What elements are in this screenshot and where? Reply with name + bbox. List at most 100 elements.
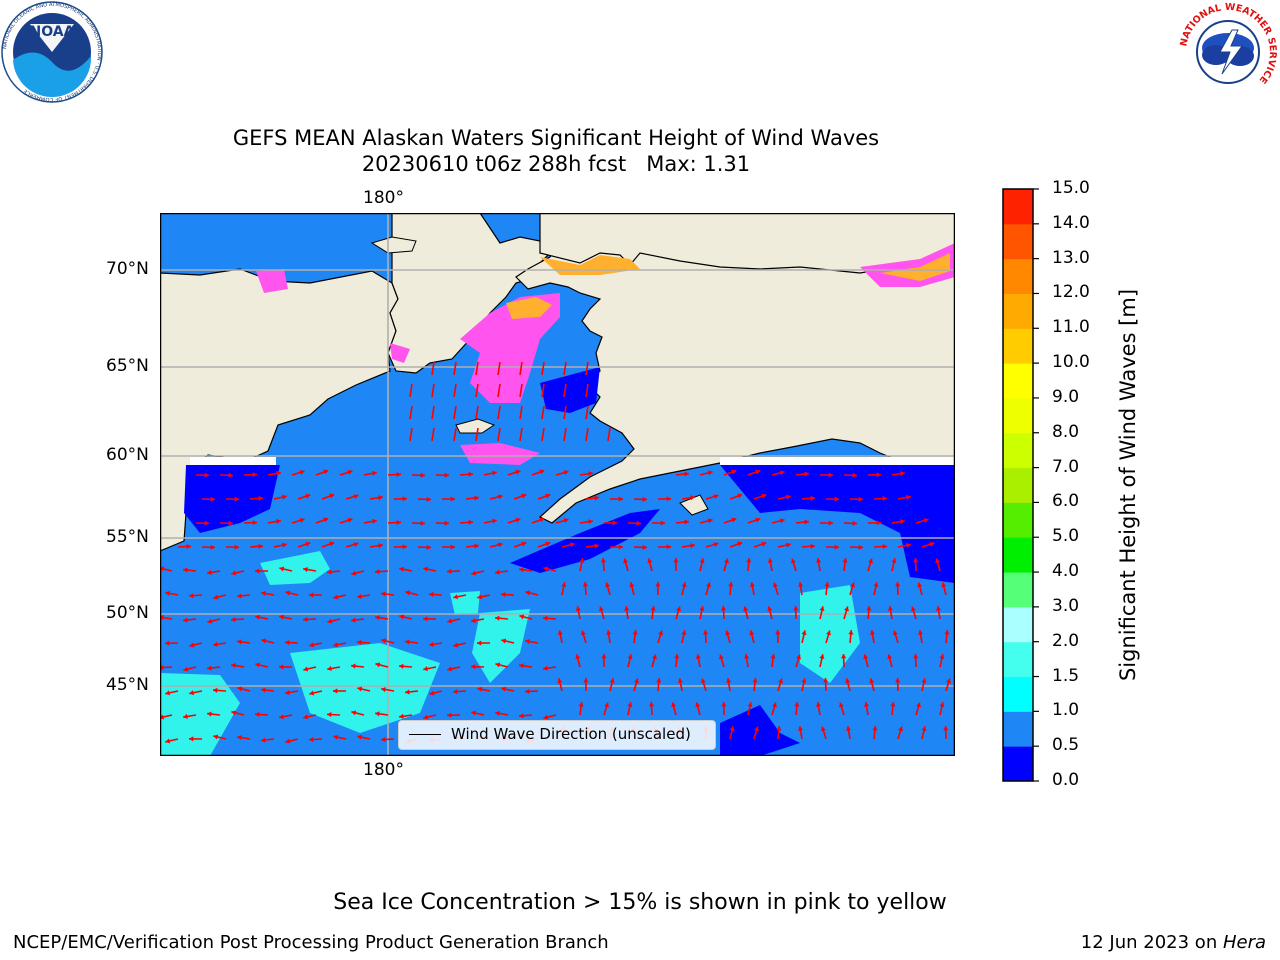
wind-wave-arrow [409, 383, 413, 398]
colorbar-segment [1003, 189, 1033, 225]
wind-wave-arrowhead [819, 654, 825, 660]
wind-wave-arrowhead [588, 471, 593, 477]
wind-wave-arrowhead [666, 544, 671, 550]
wind-wave-arrowhead [673, 558, 679, 563]
wind-wave-arrowhead [545, 541, 551, 547]
wind-wave-arrowhead [210, 496, 215, 502]
colorbar-segment [1003, 223, 1033, 260]
wind-wave-arrowhead [285, 639, 290, 646]
wind-wave-arrow [497, 405, 501, 420]
wind-wave-arrow [453, 361, 457, 376]
wind-wave-arrowhead [834, 544, 839, 550]
wind-wave-arrowhead [797, 726, 804, 731]
wind-wave-arrowhead [749, 582, 755, 587]
lat-label-65n: 65°N [106, 356, 149, 376]
wind-wave-arrowhead [852, 472, 857, 478]
wind-wave-arrowhead [237, 735, 242, 741]
wind-wave-arrowhead [720, 606, 727, 611]
wind-wave-arrowhead [767, 606, 773, 612]
wind-wave-arrowhead [939, 654, 945, 660]
wind-wave-arrowhead [447, 618, 453, 624]
colorbar-tick-label: 2.0 [1052, 630, 1080, 651]
wind-wave-arrowhead [519, 713, 524, 719]
wind-wave-arrowhead [726, 678, 732, 683]
wind-wave-arrowhead [778, 678, 783, 684]
wind-wave-arrowhead [873, 582, 879, 588]
wind-wave-arrowhead [545, 493, 551, 499]
wind-wave-arrowhead [423, 566, 429, 572]
wind-wave-arrowhead [744, 654, 750, 659]
wind-wave-arrowhead [258, 543, 263, 549]
wind-wave-arrowhead [447, 666, 453, 672]
wind-wave-arrowhead [333, 734, 338, 740]
colorbar-segment [1003, 432, 1033, 469]
wind-wave-arrowhead [333, 688, 338, 694]
wind-wave-arrowhead [869, 678, 875, 684]
wind-wave-arrowhead [838, 702, 844, 708]
wind-wave-arrowhead [676, 606, 682, 612]
wind-wave-arrowhead [372, 518, 377, 524]
wind-wave-arrowhead [279, 566, 285, 572]
wind-wave-arrowhead [810, 495, 815, 501]
map-panel [160, 213, 955, 756]
wind-wave-arrowhead [353, 494, 359, 500]
wind-wave-arrows [160, 361, 951, 744]
colorbar-tick-label: 14.0 [1052, 212, 1090, 233]
wind-wave-arrowhead [323, 517, 329, 523]
wind-wave-arrowhead [261, 590, 266, 597]
wind-wave-arrowhead [444, 520, 449, 526]
graticule [160, 213, 955, 756]
wind-wave-arrowhead [674, 654, 680, 659]
wind-wave-arrowhead [396, 519, 401, 526]
wind-wave-arrowhead [660, 520, 665, 526]
wind-wave-arrowhead [946, 678, 951, 684]
wind-wave-arrowhead [231, 616, 236, 623]
wind-wave-arrowhead [900, 471, 905, 477]
wind-wave-arrowhead [746, 558, 752, 563]
wind-wave-arrowhead [381, 638, 387, 644]
wind-wave-arrowhead [255, 662, 261, 668]
wind-wave-arrowhead [477, 640, 482, 646]
sea-ice-anadyr [390, 343, 410, 363]
wind-wave-arrowhead [305, 493, 311, 499]
wind-wave-arrowhead [690, 495, 695, 501]
wind-wave-arrowhead [309, 690, 315, 696]
wind-wave-arrowhead [872, 726, 878, 731]
sea-ice-beaufort-orange [880, 253, 950, 281]
wind-wave-arrowhead [347, 469, 353, 475]
wind-wave-arrowhead [303, 714, 309, 720]
wind-wave-arrowhead [929, 541, 935, 547]
wind-wave-arrowhead [351, 663, 356, 669]
wind-wave-arrowhead [737, 493, 743, 499]
colorbar-segment [1003, 397, 1033, 434]
wind-wave-arrowhead [785, 542, 791, 548]
wind-wave-arrow [541, 361, 545, 376]
wind-wave-arrowhead [578, 702, 584, 707]
wind-wave-arrowhead [261, 638, 267, 644]
wind-wave-arrowhead [656, 678, 662, 683]
wind-wave-arrowhead [261, 737, 266, 743]
wind-wave-arrowhead [228, 472, 233, 478]
wind-wave-arrowhead [543, 665, 548, 671]
lat-label-45n: 45°N [106, 675, 149, 695]
wind-wave-arrowhead [189, 642, 195, 648]
wind-wave-arrowhead [375, 711, 380, 717]
wind-wave-arrowhead [921, 726, 927, 732]
colorbar-tick-label: 10.0 [1052, 352, 1090, 373]
wind-wave-arrowhead [381, 687, 386, 693]
date-text: 12 Jun 2023 on Hera [1081, 932, 1266, 953]
wind-wave-arrowhead [725, 630, 731, 636]
wind-wave-arrowhead [357, 639, 362, 646]
wind-wave-arrow [475, 405, 479, 420]
wind-wave-arrowhead [743, 606, 749, 612]
wind-wave-arrowhead [477, 686, 482, 692]
wind-wave-arrowhead [779, 518, 785, 524]
wind-wave-arrowhead [815, 702, 822, 707]
wind-wave-arrowhead [372, 470, 377, 476]
no-data-band-west [190, 457, 276, 465]
wind-wave-arrowhead [775, 630, 781, 635]
wind-wave-arrowhead [471, 570, 477, 576]
wind-wave-arrowhead [632, 630, 638, 635]
wind-wave-arrowhead [828, 472, 833, 478]
lat-label-70n: 70°N [106, 259, 149, 279]
